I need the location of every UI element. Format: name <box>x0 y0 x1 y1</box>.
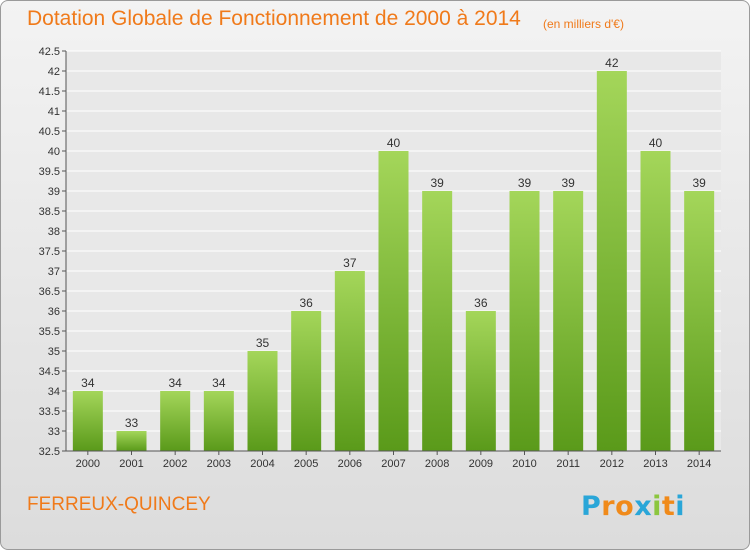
x-tick-label: 2012 <box>600 458 624 470</box>
proxiti-logo: Proxiti <box>581 491 685 522</box>
y-tick-label: 36 <box>48 306 60 318</box>
logo-letter: o <box>615 491 635 522</box>
bar <box>684 191 715 451</box>
bar <box>203 391 234 451</box>
bar <box>509 191 540 451</box>
bar-value-label: 37 <box>343 256 357 270</box>
bar-value-label: 39 <box>692 176 706 190</box>
y-tick-label: 37 <box>48 266 60 278</box>
bar <box>334 271 365 451</box>
chart-title: Dotation Globale de Fonctionnement de 20… <box>27 7 521 30</box>
unit-note: (en milliers d'€) <box>543 17 624 31</box>
bar-value-label: 36 <box>299 296 313 310</box>
y-tick-label: 34.5 <box>39 366 60 378</box>
bar-value-label: 34 <box>212 376 226 390</box>
bar <box>247 351 278 451</box>
y-tick-label: 42.5 <box>39 46 60 58</box>
x-tick-label: 2002 <box>163 458 187 470</box>
x-tick-label: 2014 <box>687 458 711 470</box>
y-tick-label: 41 <box>48 106 60 118</box>
bar-value-label: 42 <box>605 56 619 70</box>
bar-value-label: 40 <box>387 136 401 150</box>
y-tick-label: 34 <box>48 386 60 398</box>
y-tick-label: 38.5 <box>39 206 60 218</box>
bar-value-label: 35 <box>256 336 270 350</box>
y-tick-label: 39.5 <box>39 166 60 178</box>
x-tick-label: 2003 <box>207 458 231 470</box>
logo-letter: i <box>675 491 686 522</box>
bar <box>291 311 322 451</box>
bar <box>596 71 627 451</box>
y-tick-label: 35 <box>48 346 60 358</box>
bar-value-label: 36 <box>474 296 488 310</box>
bar <box>553 191 584 451</box>
y-tick-label: 33.5 <box>39 406 60 418</box>
x-tick-label: 2001 <box>119 458 143 470</box>
logo-letter: P <box>581 491 602 522</box>
logo-letter: r <box>601 491 616 522</box>
y-tick-label: 37.5 <box>39 246 60 258</box>
bar <box>378 151 409 451</box>
bar-value-label: 40 <box>649 136 663 150</box>
logo-letter: i <box>652 491 662 522</box>
x-tick-label: 2009 <box>469 458 493 470</box>
bar <box>640 151 671 451</box>
x-tick-label: 2007 <box>381 458 405 470</box>
x-tick-label: 2011 <box>556 458 580 470</box>
x-tick-label: 2005 <box>294 458 318 470</box>
x-tick-label: 2008 <box>425 458 449 470</box>
y-tick-label: 32.5 <box>39 446 60 458</box>
bar-value-label: 33 <box>125 416 139 430</box>
x-tick-label: 2010 <box>512 458 536 470</box>
y-tick-label: 33 <box>48 426 60 438</box>
x-tick-label: 2004 <box>250 458 274 470</box>
y-tick-label: 40.5 <box>39 126 60 138</box>
bar <box>72 391 103 451</box>
y-tick-label: 40 <box>48 146 60 158</box>
logo-letter: t <box>661 491 676 522</box>
y-tick-label: 39 <box>48 186 60 198</box>
logo-letter: x <box>634 491 653 522</box>
y-tick-label: 38 <box>48 226 60 238</box>
bar-value-label: 34 <box>81 376 95 390</box>
y-tick-label: 42 <box>48 66 60 78</box>
bar <box>116 431 147 451</box>
bar-value-label: 39 <box>518 176 532 190</box>
x-tick-label: 2006 <box>338 458 362 470</box>
bar <box>465 311 496 451</box>
bar-value-label: 34 <box>168 376 182 390</box>
x-tick-label: 2000 <box>76 458 100 470</box>
bar <box>422 191 453 451</box>
bar-value-label: 39 <box>561 176 575 190</box>
bar <box>160 391 191 451</box>
bar-value-label: 39 <box>430 176 444 190</box>
y-tick-label: 41.5 <box>39 86 60 98</box>
y-tick-label: 36.5 <box>39 286 60 298</box>
x-tick-label: 2013 <box>643 458 667 470</box>
commune-name: FERREUX-QUINCEY <box>27 494 211 515</box>
y-tick-label: 35.5 <box>39 326 60 338</box>
